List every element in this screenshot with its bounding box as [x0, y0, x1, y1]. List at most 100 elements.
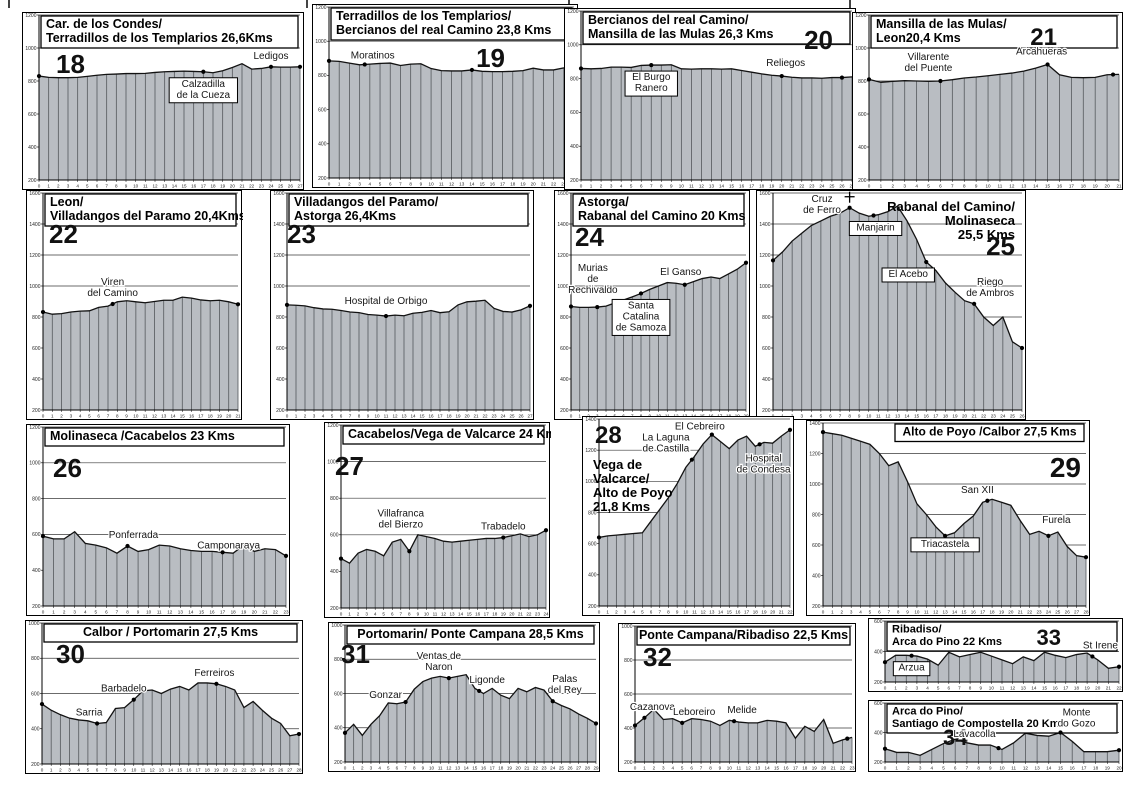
svg-text:13: 13: [159, 768, 165, 773]
svg-text:15: 15: [472, 766, 478, 771]
svg-text:0: 0: [42, 610, 45, 615]
svg-text:25,5 Kms: 25,5 Kms: [958, 227, 1015, 242]
svg-text:400: 400: [28, 145, 37, 151]
waypoint-dot: [125, 543, 130, 549]
svg-text:1: 1: [894, 686, 897, 691]
svg-text:Valcarce/: Valcarce/: [593, 471, 650, 486]
svg-text:600: 600: [31, 691, 40, 697]
waypoint-dot: [731, 719, 737, 724]
svg-text:21: 21: [1106, 686, 1112, 691]
waypoint-label: San XII: [960, 484, 995, 497]
svg-text:4: 4: [369, 182, 372, 187]
svg-text:14: 14: [1033, 184, 1039, 189]
svg-text:4: 4: [378, 766, 381, 771]
svg-text:19: 19: [952, 414, 958, 419]
stage-33-number: 33: [1037, 625, 1061, 650]
waypoint-dot: [882, 660, 888, 665]
waypoint-label: El Acebo: [881, 267, 935, 283]
svg-text:Ferreiros: Ferreiros: [194, 668, 234, 679]
svg-text:19: 19: [761, 610, 767, 615]
waypoint-dot: [446, 675, 451, 681]
svg-text:800: 800: [334, 657, 343, 663]
svg-text:6: 6: [640, 184, 643, 189]
svg-text:Gonzar: Gonzar: [369, 690, 402, 701]
svg-text:Hospital: Hospital: [746, 453, 782, 464]
svg-text:1: 1: [47, 184, 50, 189]
svg-text:800: 800: [624, 658, 633, 664]
waypoint-label: St Irene: [1082, 639, 1120, 652]
svg-text:Camponaraya: Camponaraya: [197, 540, 260, 551]
waypoint-dot: [283, 553, 289, 558]
svg-text:1000: 1000: [759, 284, 770, 290]
svg-text:22: 22: [787, 610, 793, 615]
svg-text:1000: 1000: [29, 284, 40, 290]
waypoint-dot: [342, 730, 348, 735]
svg-text:0: 0: [38, 184, 41, 189]
waypoint-label: Sarria: [75, 706, 105, 719]
waypoint-dot: [985, 498, 990, 503]
svg-text:7: 7: [116, 610, 119, 615]
svg-text:8: 8: [126, 610, 129, 615]
svg-text:400: 400: [812, 573, 821, 579]
svg-text:22: 22: [526, 612, 532, 617]
svg-text:5: 5: [87, 768, 90, 773]
svg-text:20: 20: [770, 610, 776, 615]
svg-text:1000: 1000: [567, 43, 578, 49]
svg-text:2: 2: [63, 610, 66, 615]
stage-32-number: 32: [643, 642, 672, 672]
svg-text:18: 18: [1093, 766, 1099, 771]
svg-text:12: 12: [1023, 766, 1029, 771]
svg-text:400: 400: [858, 145, 867, 151]
svg-text:23: 23: [259, 184, 265, 189]
svg-text:Villadangos del Paramo/: Villadangos del Paramo/: [294, 195, 439, 209]
svg-text:28: 28: [585, 766, 591, 771]
svg-text:7: 7: [887, 610, 890, 615]
svg-text:4: 4: [374, 612, 377, 617]
svg-text:400: 400: [762, 377, 771, 383]
svg-text:1400: 1400: [809, 421, 820, 427]
svg-text:4: 4: [859, 610, 862, 615]
svg-text:23: 23: [849, 766, 855, 771]
svg-text:Mansilla de las Mulas/: Mansilla de las Mulas/: [876, 17, 1007, 31]
crop-tick: [8, 0, 10, 8]
svg-text:0: 0: [41, 768, 44, 773]
svg-text:25: 25: [829, 184, 835, 189]
svg-text:200: 200: [560, 408, 569, 414]
stage-23-title: Villadangos del Paramo/Astorga 26,4Kms: [288, 193, 529, 227]
svg-text:El Cebreiro: El Cebreiro: [675, 422, 725, 433]
svg-text:2: 2: [653, 766, 656, 771]
svg-text:18: 18: [498, 766, 504, 771]
y-axis: 200 400 600 800 1000: [621, 624, 852, 766]
svg-text:21: 21: [239, 184, 245, 189]
svg-text:8: 8: [114, 768, 117, 773]
svg-text:Bercianos del real Camino/: Bercianos del real Camino/: [588, 13, 749, 27]
waypoint-label: Manjarin: [848, 220, 903, 236]
svg-text:Naron: Naron: [425, 662, 452, 673]
waypoint-dot: [110, 301, 115, 307]
svg-text:600: 600: [624, 692, 633, 698]
svg-text:18: 18: [753, 610, 759, 615]
svg-text:16: 16: [475, 612, 481, 617]
svg-text:7: 7: [839, 414, 842, 419]
svg-text:1200: 1200: [759, 253, 770, 259]
svg-text:Cazanova: Cazanova: [630, 702, 675, 713]
km-bars: [42, 297, 239, 410]
svg-text:27: 27: [287, 768, 293, 773]
svg-text:600: 600: [28, 112, 37, 118]
svg-text:11: 11: [384, 414, 389, 419]
stage-28-number: 28: [595, 422, 622, 449]
svg-text:La Laguna: La Laguna: [642, 433, 690, 444]
elevation-profile: [634, 708, 853, 745]
svg-text:1: 1: [643, 766, 646, 771]
svg-text:6: 6: [954, 766, 957, 771]
svg-text:1: 1: [295, 414, 298, 419]
svg-text:11: 11: [876, 414, 881, 419]
x-axis: 0 1 2 3 4 5 6 7 8 9 10 11 12 13 14 15 16 17 18 19 20 21 22 23: [42, 606, 289, 615]
svg-text:2: 2: [907, 766, 910, 771]
waypoint-dot: [36, 73, 42, 79]
